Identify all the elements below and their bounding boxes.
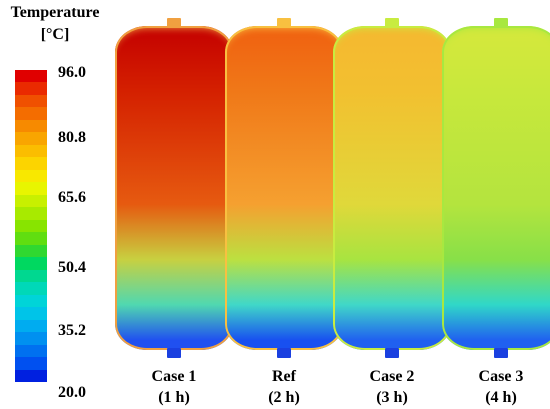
tank-wall	[225, 26, 343, 350]
tank-contour	[327, 18, 457, 358]
scale-tick-label: 35.2	[58, 322, 86, 339]
tank-duration-label: (2 h)	[268, 389, 300, 406]
color-scale-band	[15, 307, 47, 321]
tank-case-label: Case 3	[478, 368, 524, 385]
color-scale-band	[15, 194, 47, 208]
tank-top-port	[277, 18, 291, 28]
scale-tick-label: 50.4	[58, 259, 86, 276]
tank-case-label: Ref	[272, 368, 296, 385]
tank-temperature-field	[225, 26, 343, 350]
color-scale-band	[15, 107, 47, 121]
tank-wall	[115, 26, 233, 350]
legend-title: Temperature [°C]	[0, 2, 110, 46]
tank-caption: Case 1 (1 h)	[109, 366, 239, 408]
legend-title-unit: [°C]	[40, 26, 70, 43]
tank-temperature-field	[442, 26, 550, 350]
tank-wall	[442, 26, 550, 350]
color-scale-band	[15, 282, 47, 296]
color-scale-band	[15, 182, 47, 196]
color-scale-band	[15, 244, 47, 258]
tank-bottom-port	[494, 348, 508, 358]
tank-temperature-field	[333, 26, 451, 350]
tank-contour	[219, 18, 349, 358]
tank-caption: Case 3 (4 h)	[436, 366, 550, 408]
scale-tick-label: 65.6	[58, 189, 86, 206]
tank-top-port	[167, 18, 181, 28]
color-scale-band	[15, 144, 47, 158]
color-scale-band	[15, 94, 47, 108]
tank-duration-label: (4 h)	[485, 389, 517, 406]
scale-tick-label: 80.8	[58, 129, 86, 146]
tank-top-port	[385, 18, 399, 28]
tank-bottom-port	[385, 348, 399, 358]
color-scale-band	[15, 269, 47, 283]
tank-top-port	[494, 18, 508, 28]
tank-case-label: Case 2	[369, 368, 415, 385]
color-scale-band	[15, 232, 47, 246]
color-scale-band	[15, 169, 47, 183]
tank-contour	[109, 18, 239, 358]
tank-temperature-field	[115, 26, 233, 350]
tank-caption: Case 2 (3 h)	[327, 366, 457, 408]
color-scale-band	[15, 119, 47, 133]
color-scale-band	[15, 132, 47, 146]
color-scale-band	[15, 369, 47, 383]
tank-duration-label: (1 h)	[158, 389, 190, 406]
tank-caption: Ref (2 h)	[219, 366, 349, 408]
scale-tick-label: 20.0	[58, 384, 86, 401]
tank-wall	[333, 26, 451, 350]
color-scale-band	[15, 357, 47, 370]
tank-bottom-port	[167, 348, 181, 358]
legend-title-quantity: Temperature	[10, 4, 100, 21]
color-scale-band	[15, 207, 47, 221]
tank-duration-label: (3 h)	[376, 389, 408, 406]
tank-bottom-port	[277, 348, 291, 358]
scale-tick-label: 96.0	[58, 64, 86, 81]
color-scale-band	[15, 157, 47, 171]
tank-contour	[436, 18, 550, 358]
color-scale-band	[15, 344, 47, 358]
tank-case-label: Case 1	[151, 368, 197, 385]
color-scale-band	[15, 294, 47, 308]
color-scale-band	[15, 257, 47, 271]
color-scale-band	[15, 219, 47, 233]
color-scale-bar	[15, 70, 47, 383]
color-scale-band	[15, 319, 47, 333]
color-scale-band	[15, 332, 47, 346]
color-scale-band	[15, 70, 47, 83]
color-scale-band	[15, 82, 47, 96]
